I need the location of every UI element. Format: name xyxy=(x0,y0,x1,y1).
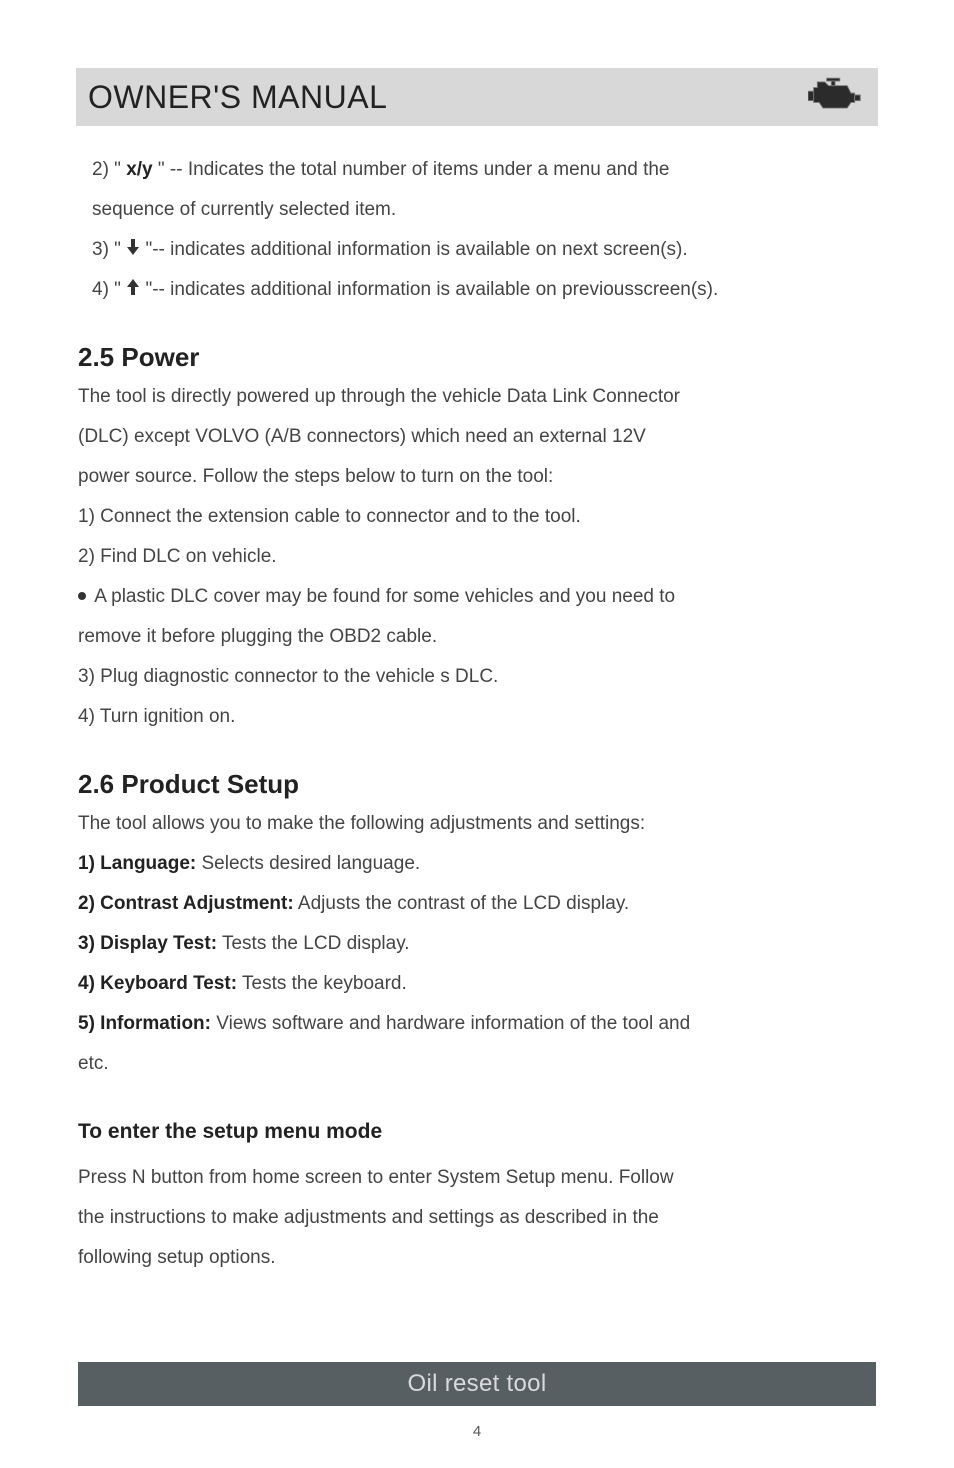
intro-block: 2) " x/y " -- Indicates the total number… xyxy=(92,150,876,310)
s26-item-1-rest: Adjusts the contrast of the LCD display. xyxy=(294,893,630,914)
heading-2-5: 2.5 Power xyxy=(78,342,876,373)
engine-icon xyxy=(808,76,864,119)
arrow-up-icon xyxy=(126,270,140,310)
header-bar: OWNER'S MANUAL xyxy=(76,68,878,126)
heading-2-6: 2.6 Product Setup xyxy=(78,769,876,800)
arrow-down-icon xyxy=(126,230,140,270)
s26-item-2-rest: Tests the LCD display. xyxy=(217,933,410,954)
page-number: 4 xyxy=(0,1423,954,1440)
s26-item-1-bold: 2) Contrast Adjustment: xyxy=(78,893,294,914)
s26-item-0-bold: 1) Language: xyxy=(78,853,196,874)
s25-after-0: 3) Plug diagnostic connector to the vehi… xyxy=(78,657,876,697)
s26-sub-line-1: the instructions to make adjustments and… xyxy=(78,1198,876,1238)
s25-bullet-line2: remove it before plugging the OBD2 cable… xyxy=(78,617,876,657)
s26-sub-line-2: following setup options. xyxy=(78,1238,876,1278)
s26-item-3: 4) Keyboard Test: Tests the keyboard. xyxy=(78,964,876,1004)
s26-item-2-bold: 3) Display Test: xyxy=(78,933,217,954)
s26-item-0: 1) Language: Selects desired language. xyxy=(78,844,876,884)
footer-bar: Oil reset tool xyxy=(78,1362,876,1406)
s25-bullet-line1: A plastic DLC cover may be found for som… xyxy=(78,577,876,617)
item-2-prefix: 2) " xyxy=(92,159,126,180)
item-4-suffix: "-- indicates additional information is … xyxy=(140,279,718,300)
manual-page: OWNER'S MANUAL 2) " x/y " -- Indicates t… xyxy=(0,0,954,1468)
item-3-prefix: 3) " xyxy=(92,239,126,260)
s25-line-3: 1) Connect the extension cable to connec… xyxy=(78,497,876,537)
item-2-line2: sequence of currently selected item. xyxy=(92,190,876,230)
s26-item-0-rest: Selects desired language. xyxy=(196,853,420,874)
s26-item-4-bold: 5) Information: xyxy=(78,1013,211,1034)
s26-subheading: To enter the setup menu mode xyxy=(78,1112,876,1152)
s25-line-4: 2) Find DLC on vehicle. xyxy=(78,537,876,577)
s25-bullet-text1: A plastic DLC cover may be found for som… xyxy=(90,586,675,607)
s25-line-0: The tool is directly powered up through … xyxy=(78,377,876,417)
s26-item-1: 2) Contrast Adjustment: Adjusts the cont… xyxy=(78,884,876,924)
section-2-5-body: The tool is directly powered up through … xyxy=(78,377,876,737)
s26-sub-line-0: Press N button from home screen to enter… xyxy=(78,1158,876,1198)
s26-items-tail: etc. xyxy=(78,1044,876,1084)
section-2-6-body: The tool allows you to make the followin… xyxy=(78,804,876,1278)
bullet-icon xyxy=(78,592,86,600)
item-4: 4) " "-- indicates additional informatio… xyxy=(92,270,876,310)
item-3-suffix: "-- indicates additional information is … xyxy=(140,239,687,260)
s25-line-2: power source. Follow the steps below to … xyxy=(78,457,876,497)
s26-item-3-bold: 4) Keyboard Test: xyxy=(78,973,237,994)
s25-line-1: (DLC) except VOLVO (A/B connectors) whic… xyxy=(78,417,876,457)
item-3: 3) " "-- indicates additional informatio… xyxy=(92,230,876,270)
s26-item-4: 5) Information: Views software and hardw… xyxy=(78,1004,876,1044)
s26-item-2: 3) Display Test: Tests the LCD display. xyxy=(78,924,876,964)
footer-title: Oil reset tool xyxy=(408,1370,547,1398)
item-2-middle: " -- Indicates the total number of items… xyxy=(153,159,670,180)
item-2-line1: 2) " x/y " -- Indicates the total number… xyxy=(92,150,876,190)
s26-item-4-rest: Views software and hardware information … xyxy=(211,1013,690,1034)
s26-intro: The tool allows you to make the followin… xyxy=(78,804,876,844)
header-title: OWNER'S MANUAL xyxy=(88,79,387,116)
s26-item-3-rest: Tests the keyboard. xyxy=(237,973,407,994)
item-4-prefix: 4) " xyxy=(92,279,126,300)
s25-after-1: 4) Turn ignition on. xyxy=(78,697,876,737)
item-2-bold: x/y xyxy=(126,159,152,180)
